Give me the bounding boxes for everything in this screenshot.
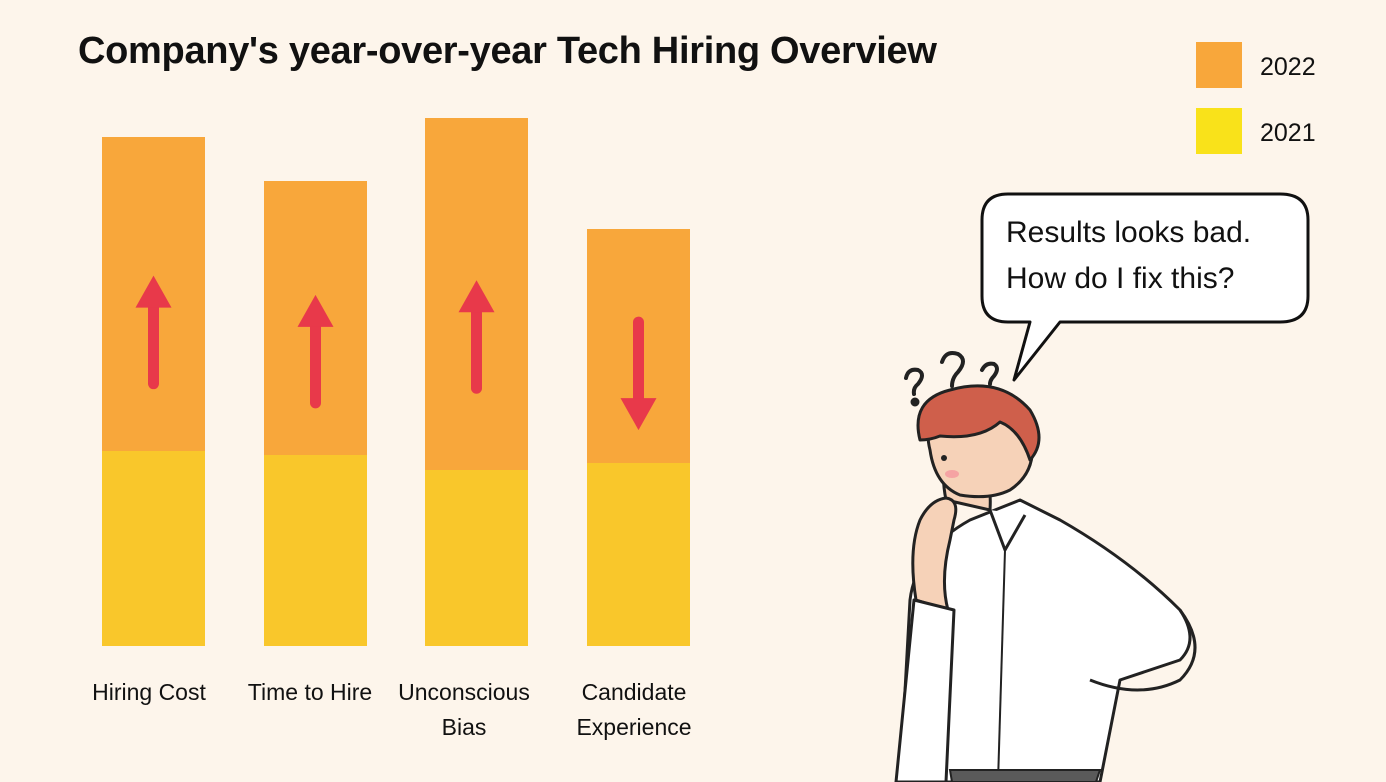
speech-line-2: How do I fix this? [1006,262,1235,295]
legend: 2022 2021 [1196,42,1346,174]
bar-hiring-cost-2021 [102,451,205,646]
legend-swatch-2022 [1196,42,1242,88]
legend-label-2022: 2022 [1260,53,1316,81]
arrow-head [135,275,172,308]
bar-unconscious-bias-2021 [425,470,528,646]
bar-candidate-experience-2021 [587,463,690,646]
arrow-up-icon [297,294,334,409]
arrow-head [297,294,334,327]
speech-bubble-text: Results looks bad. How do I fix this? [1006,210,1306,302]
category-label-hiring-cost: Hiring Cost [92,679,206,705]
category-label-unconscious-bias: Unconscious Bias [398,679,530,740]
bar-chart [102,118,690,646]
confused-person-illustration [894,351,1197,782]
arrow-up-icon [458,280,495,394]
bar-time-to-hire-2021 [264,455,367,646]
legend-swatch-2021 [1196,108,1242,154]
legend-item-2021: 2021 [1196,108,1346,154]
legend-item-2022: 2022 [1196,42,1346,88]
legend-label-2021: 2021 [1260,119,1316,147]
chart-title: Company's year-over-year Tech Hiring Ove… [78,30,937,72]
arrow-head [458,280,495,313]
speech-bubble [980,192,1310,382]
arrow-down-icon [620,316,657,431]
arrow-head [620,398,657,431]
category-label-candidate-experience: Candidate Experience [576,679,692,740]
arrow-up-icon [135,275,172,390]
speech-line-1: Results looks bad. [1006,216,1252,249]
category-label-time-to-hire: Time to Hire [247,679,373,705]
